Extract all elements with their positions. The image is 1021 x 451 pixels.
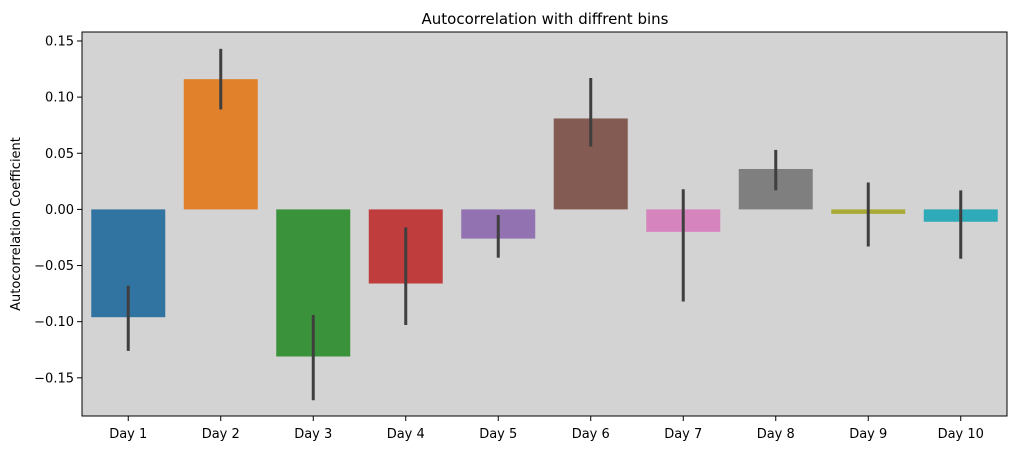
y-tick-label: −0.15 [34,371,74,386]
x-tick-label: Day 7 [664,427,702,442]
y-tick-label: −0.05 [34,259,74,274]
y-tick-label: 0.00 [45,203,74,218]
y-tick-label: 0.15 [45,34,74,49]
y-tick-label: −0.10 [34,315,74,330]
x-tick-label: Day 1 [109,427,147,442]
x-tick-label: Day 10 [938,427,984,442]
x-axis: Day 1 Day 2 Day 3 Day 4 Day 5 Day 6 Day 7 Day 8… [109,416,984,442]
x-tick-label: Day 5 [479,427,517,442]
error-bars-group [126,48,963,401]
x-tick-label: Day 6 [572,427,610,442]
x-tick-label: Day 4 [387,427,425,442]
x-tick-label: Day 8 [757,427,795,442]
y-axis-label: Autocorrelation Coefficient [9,137,24,311]
y-axis: 0.15 0.10 0.05 0.00 −0.05 −0.10 −0.15 [34,34,82,386]
y-tick-label: 0.10 [45,91,74,106]
x-tick-label: Day 2 [202,427,240,442]
plot-frame [81,31,1008,417]
chart-title: Autocorrelation with diffrent bins [422,10,669,28]
x-tick-label: Day 9 [849,427,887,442]
x-tick-label: Day 3 [294,427,332,442]
y-tick-label: 0.05 [45,147,74,162]
